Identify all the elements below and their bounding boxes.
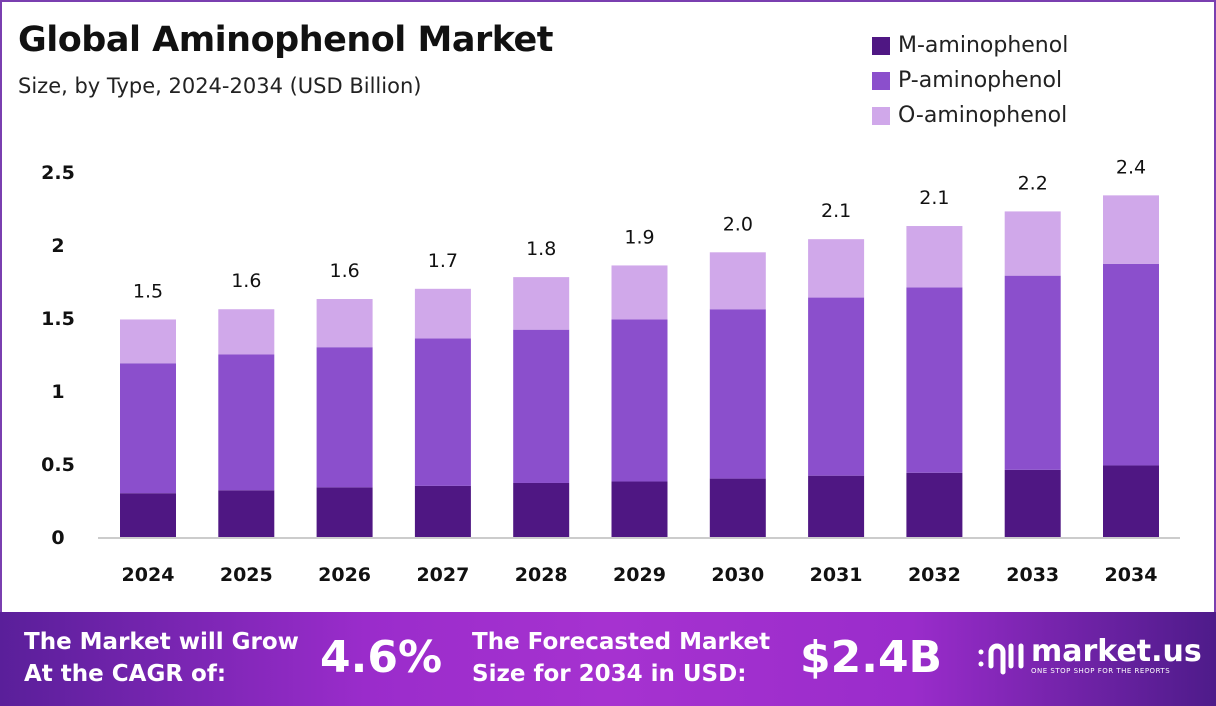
x-tick-label: 2027 xyxy=(416,564,469,586)
bar-segment-o-aminophenol xyxy=(316,299,373,348)
bar-segment-o-aminophenol xyxy=(1004,211,1061,276)
legend-label: M-aminophenol xyxy=(898,33,1069,58)
cagr-label: The Market will Grow At the CAGR of: xyxy=(24,626,299,690)
forecast-label: The Forecasted Market Size for 2034 in US… xyxy=(472,626,770,690)
total-label: 1.9 xyxy=(624,226,654,248)
y-tick-label: 0.5 xyxy=(41,454,75,476)
bar-segment-o-aminophenol xyxy=(611,265,668,320)
forecast-label-line1: The Forecasted Market xyxy=(472,629,771,655)
cagr-value: 4.6% xyxy=(320,632,443,683)
bar-segment-p-aminophenol xyxy=(906,287,963,473)
bar-segment-o-aminophenol xyxy=(414,288,471,339)
bar-segment-m-aminophenol xyxy=(1103,465,1159,537)
bar-segment-p-aminophenol xyxy=(1103,263,1159,466)
forecast-label-line2: Size for 2034 in USD: xyxy=(472,661,747,687)
y-tick-label: 2.5 xyxy=(41,162,75,184)
bar-segment-m-aminophenol xyxy=(709,478,766,537)
chart-title: Global Aminophenol Market xyxy=(18,20,554,60)
x-tick-label: 2033 xyxy=(1006,564,1059,586)
market-us-logo: market.us ONE STOP SHOP FOR THE REPORTS xyxy=(975,634,1202,678)
logo-name: market.us xyxy=(1031,634,1202,669)
bar-segment-p-aminophenol xyxy=(218,354,275,491)
legend-swatch xyxy=(872,106,890,125)
bar-segment-p-aminophenol xyxy=(120,363,176,494)
bar-segment-o-aminophenol xyxy=(709,252,766,310)
total-label: 2.4 xyxy=(1116,156,1146,178)
total-label: 1.6 xyxy=(329,260,359,282)
total-label: 2.1 xyxy=(919,187,949,209)
bar-segment-p-aminophenol xyxy=(611,319,668,482)
legend: M-aminophenol P-aminophenol O-aminopheno… xyxy=(872,28,1068,133)
x-tick-label: 2034 xyxy=(1105,564,1158,586)
x-tick-label: 2029 xyxy=(613,564,666,586)
legend-item-p: P-aminophenol xyxy=(872,63,1068,98)
bar-segment-m-aminophenol xyxy=(414,485,471,537)
total-label: 2.0 xyxy=(723,213,753,235)
chart-frame xyxy=(0,0,1216,612)
y-tick-label: 2 xyxy=(51,235,64,257)
bar-segment-o-aminophenol xyxy=(808,239,865,298)
x-tick-label: 2032 xyxy=(908,564,961,586)
bar-segment-p-aminophenol xyxy=(513,329,570,483)
logo-icon xyxy=(978,643,1024,675)
cagr-label-line2: At the CAGR of: xyxy=(24,661,227,687)
bar-segment-o-aminophenol xyxy=(218,309,275,355)
bar-segment-m-aminophenol xyxy=(611,481,668,537)
x-tick-label: 2030 xyxy=(711,564,764,586)
y-tick-label: 1 xyxy=(51,381,64,403)
bar-segment-m-aminophenol xyxy=(906,472,963,537)
x-tick-label: 2028 xyxy=(515,564,568,586)
bar-segment-m-aminophenol xyxy=(316,487,373,537)
total-label: 2.1 xyxy=(821,200,851,222)
x-tick-label: 2026 xyxy=(318,564,371,586)
chart-subtitle: Size, by Type, 2024-2034 (USD Billion) xyxy=(18,74,422,98)
forecast-value: $2.4B xyxy=(800,632,943,683)
bar-segment-p-aminophenol xyxy=(808,297,865,476)
legend-swatch xyxy=(872,71,890,90)
bar-segment-p-aminophenol xyxy=(709,309,766,479)
legend-label: O-aminophenol xyxy=(898,103,1068,128)
y-tick-label: 1.5 xyxy=(41,308,75,330)
legend-label: P-aminophenol xyxy=(898,68,1063,93)
total-label: 2.2 xyxy=(1018,172,1048,194)
total-label: 1.7 xyxy=(428,250,458,272)
bar-segment-o-aminophenol xyxy=(1103,195,1159,264)
total-label: 1.6 xyxy=(231,270,261,292)
bar-segment-m-aminophenol xyxy=(808,475,865,537)
bar-segment-m-aminophenol xyxy=(513,482,570,537)
logo-tagline: ONE STOP SHOP FOR THE REPORTS xyxy=(1031,667,1171,675)
bar-segment-p-aminophenol xyxy=(316,347,373,488)
legend-swatch xyxy=(872,36,890,55)
bar-segment-m-aminophenol xyxy=(218,490,275,537)
x-tick-label: 2031 xyxy=(810,564,863,586)
total-label: 1.5 xyxy=(133,280,163,302)
x-tick-label: 2024 xyxy=(122,564,175,586)
footer-banner: The Market will Grow At the CAGR of: 4.6%… xyxy=(0,612,1216,706)
y-tick-label: 0 xyxy=(51,527,64,549)
bar-segment-o-aminophenol xyxy=(513,277,570,330)
legend-item-m: M-aminophenol xyxy=(872,28,1068,63)
chart-plot: 0 0.5 1 1.5 2 2.5 1.5 2024 1.6 2025 1.6 2026 1.7 2027… xyxy=(41,156,1180,586)
legend-item-o: O-aminophenol xyxy=(872,98,1068,133)
bar-segment-o-aminophenol xyxy=(120,319,176,364)
x-tick-label: 2025 xyxy=(220,564,273,586)
bar-segment-o-aminophenol xyxy=(906,226,963,288)
total-label: 1.8 xyxy=(526,238,556,260)
bar-segment-m-aminophenol xyxy=(1004,469,1061,537)
bar-segment-p-aminophenol xyxy=(1004,275,1061,470)
bar-segment-m-aminophenol xyxy=(120,493,176,537)
cagr-label-line1: The Market will Grow xyxy=(24,629,299,655)
bar-segment-p-aminophenol xyxy=(414,338,471,486)
